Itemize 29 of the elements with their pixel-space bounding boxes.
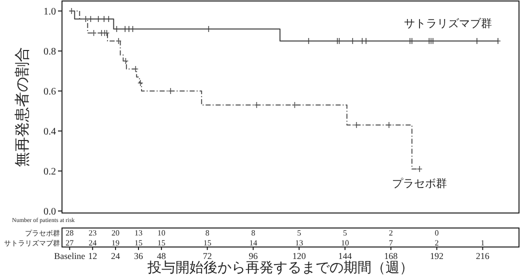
y-tick-label: 0.6 [44, 86, 56, 98]
y-tick-label: 0.0 [44, 206, 56, 218]
text: 27 24 19 15 15 15 14 13 10 7 2 1 [66, 238, 485, 248]
x-tick-label: 96 [248, 251, 258, 261]
point [102, 30, 108, 36]
x-tick-label: 120 [292, 251, 306, 261]
series-label: プラセボ群 [392, 177, 448, 190]
x-tick-label: 24 [111, 251, 121, 261]
x-tick-label: 36 [134, 251, 144, 261]
x-tick-label: Baseline [54, 251, 86, 261]
point [116, 38, 122, 44]
text: 28 23 20 13 10 8 8 5 5 2 0 [66, 228, 439, 238]
series-label: サトラリズマブ群 [404, 17, 492, 30]
point [416, 166, 422, 172]
point [137, 80, 144, 86]
y-tick-label: 1.0 [44, 6, 56, 18]
y-tick-label: 0.2 [44, 166, 56, 178]
y-tick-label: 0.4 [44, 126, 56, 138]
x-tick-label: 192 [430, 251, 444, 261]
x-axis-title: 投与開始後から再発するまでの期間（週） [146, 260, 414, 276]
x-tick-label: 168 [384, 251, 398, 261]
x-tick-label: 72 [202, 251, 212, 261]
x-tick-label: 216 [476, 251, 490, 261]
x-tick-label: 48 [156, 251, 166, 261]
y-tick-label: 0.8 [44, 46, 56, 58]
x-tick-label: 144 [338, 251, 352, 261]
x-tick-label: 12 [88, 251, 98, 261]
point [104, 30, 110, 36]
y-axis-title: 無再発患者の割合 [14, 47, 31, 167]
